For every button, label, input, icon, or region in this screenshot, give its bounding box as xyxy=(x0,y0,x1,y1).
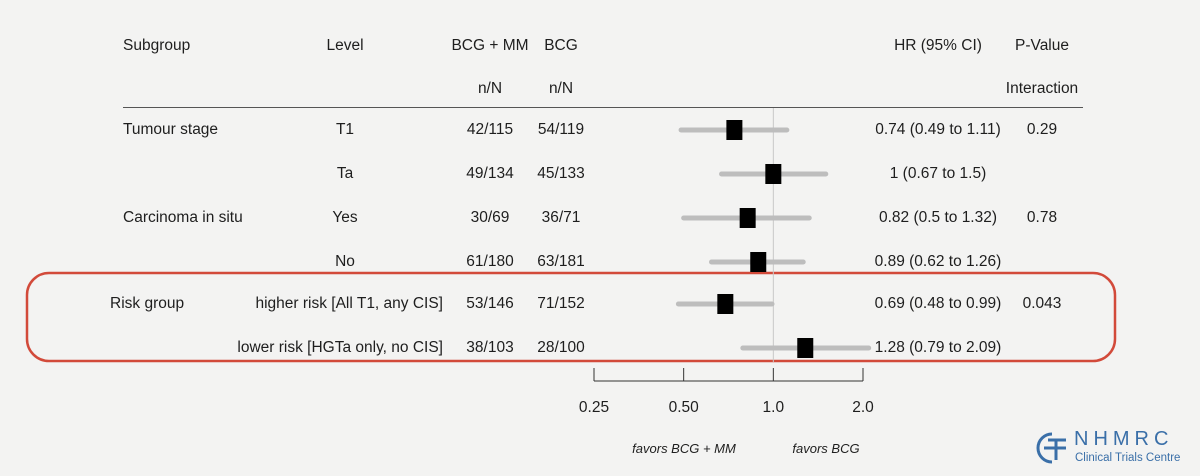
cell-arm2: 28/100 xyxy=(537,339,585,356)
cell-hr: 0.82 (0.5 to 1.32) xyxy=(878,209,998,226)
header-subgroup: Subgroup xyxy=(123,37,191,54)
risk-group-highlight xyxy=(25,271,1117,363)
cell-arm1: 53/146 xyxy=(466,295,514,312)
cell-arm1: 49/134 xyxy=(466,165,514,182)
header-arm2: BCG xyxy=(544,37,578,54)
hr-point xyxy=(750,252,767,272)
cell-subgroup: Tumour stage xyxy=(123,121,219,138)
cell-arm1: 38/103 xyxy=(466,339,514,356)
hr-point xyxy=(717,294,734,314)
x-tick-label: 2.0 xyxy=(852,399,874,416)
header-arm1: BCG + MM xyxy=(451,37,529,54)
hr-point xyxy=(739,208,756,228)
hr-point xyxy=(765,164,782,184)
header-level: Level xyxy=(326,37,364,54)
nhmrc-logo: NHMRC Clinical Trials Centre xyxy=(1032,428,1192,468)
cell-arm1: 30/69 xyxy=(470,209,510,226)
cell-arm1: 42/115 xyxy=(466,121,514,138)
cell-arm2: 45/133 xyxy=(537,165,585,182)
favors-right-label: favors BCG xyxy=(792,441,860,456)
cell-hr: 0.74 (0.49 to 1.11) xyxy=(875,121,1001,138)
cell-level: Yes xyxy=(332,209,358,226)
cell-level: lower risk [HGTa only, no CIS] xyxy=(237,339,443,356)
cell-hr: 0.69 (0.48 to 0.99) xyxy=(874,295,1002,312)
favors-left-label: favors BCG + MM xyxy=(632,441,736,456)
x-tick-label: 0.25 xyxy=(578,399,610,416)
hr-point xyxy=(797,338,814,358)
cell-level: No xyxy=(335,253,355,270)
cell-arm2: 54/119 xyxy=(537,121,585,138)
header-pvalue: P-Value xyxy=(1015,37,1069,54)
cell-hr: 1 (0.67 to 1.5) xyxy=(889,165,987,182)
cell-hr: 0.89 (0.62 to 1.26) xyxy=(874,253,1002,270)
header-arm1-sub: n/N xyxy=(477,80,503,97)
cell-level: T1 xyxy=(335,121,355,138)
x-tick-label: 0.50 xyxy=(668,399,699,416)
cell-pvalue: 0.78 xyxy=(1026,209,1058,226)
logo-name: NHMRC xyxy=(1074,428,1174,450)
cell-level: Ta xyxy=(336,165,354,182)
header-interaction: Interaction xyxy=(1005,80,1079,97)
header-hr: HR (95% CI) xyxy=(894,37,982,54)
hr-point xyxy=(726,120,743,140)
cell-arm2: 63/181 xyxy=(537,253,585,270)
cell-subgroup: Carcinoma in situ xyxy=(123,209,243,226)
cell-subgroup: Risk group xyxy=(110,295,185,312)
cell-hr: 1.28 (0.79 to 2.09) xyxy=(874,339,1002,356)
cell-pvalue: 0.043 xyxy=(1022,295,1062,312)
cell-level: higher risk [All T1, any CIS] xyxy=(255,295,443,312)
logo-subtitle: Clinical Trials Centre xyxy=(1075,452,1181,464)
header-divider xyxy=(123,107,1083,108)
cell-arm2: 71/152 xyxy=(537,295,585,312)
x-tick-label: 1.0 xyxy=(762,399,785,416)
cell-arm1: 61/180 xyxy=(466,253,514,270)
header-arm2-sub: n/N xyxy=(548,80,574,97)
cell-pvalue: 0.29 xyxy=(1026,121,1058,138)
cell-arm2: 36/71 xyxy=(541,209,581,226)
ctc-logo-icon xyxy=(1036,432,1066,464)
